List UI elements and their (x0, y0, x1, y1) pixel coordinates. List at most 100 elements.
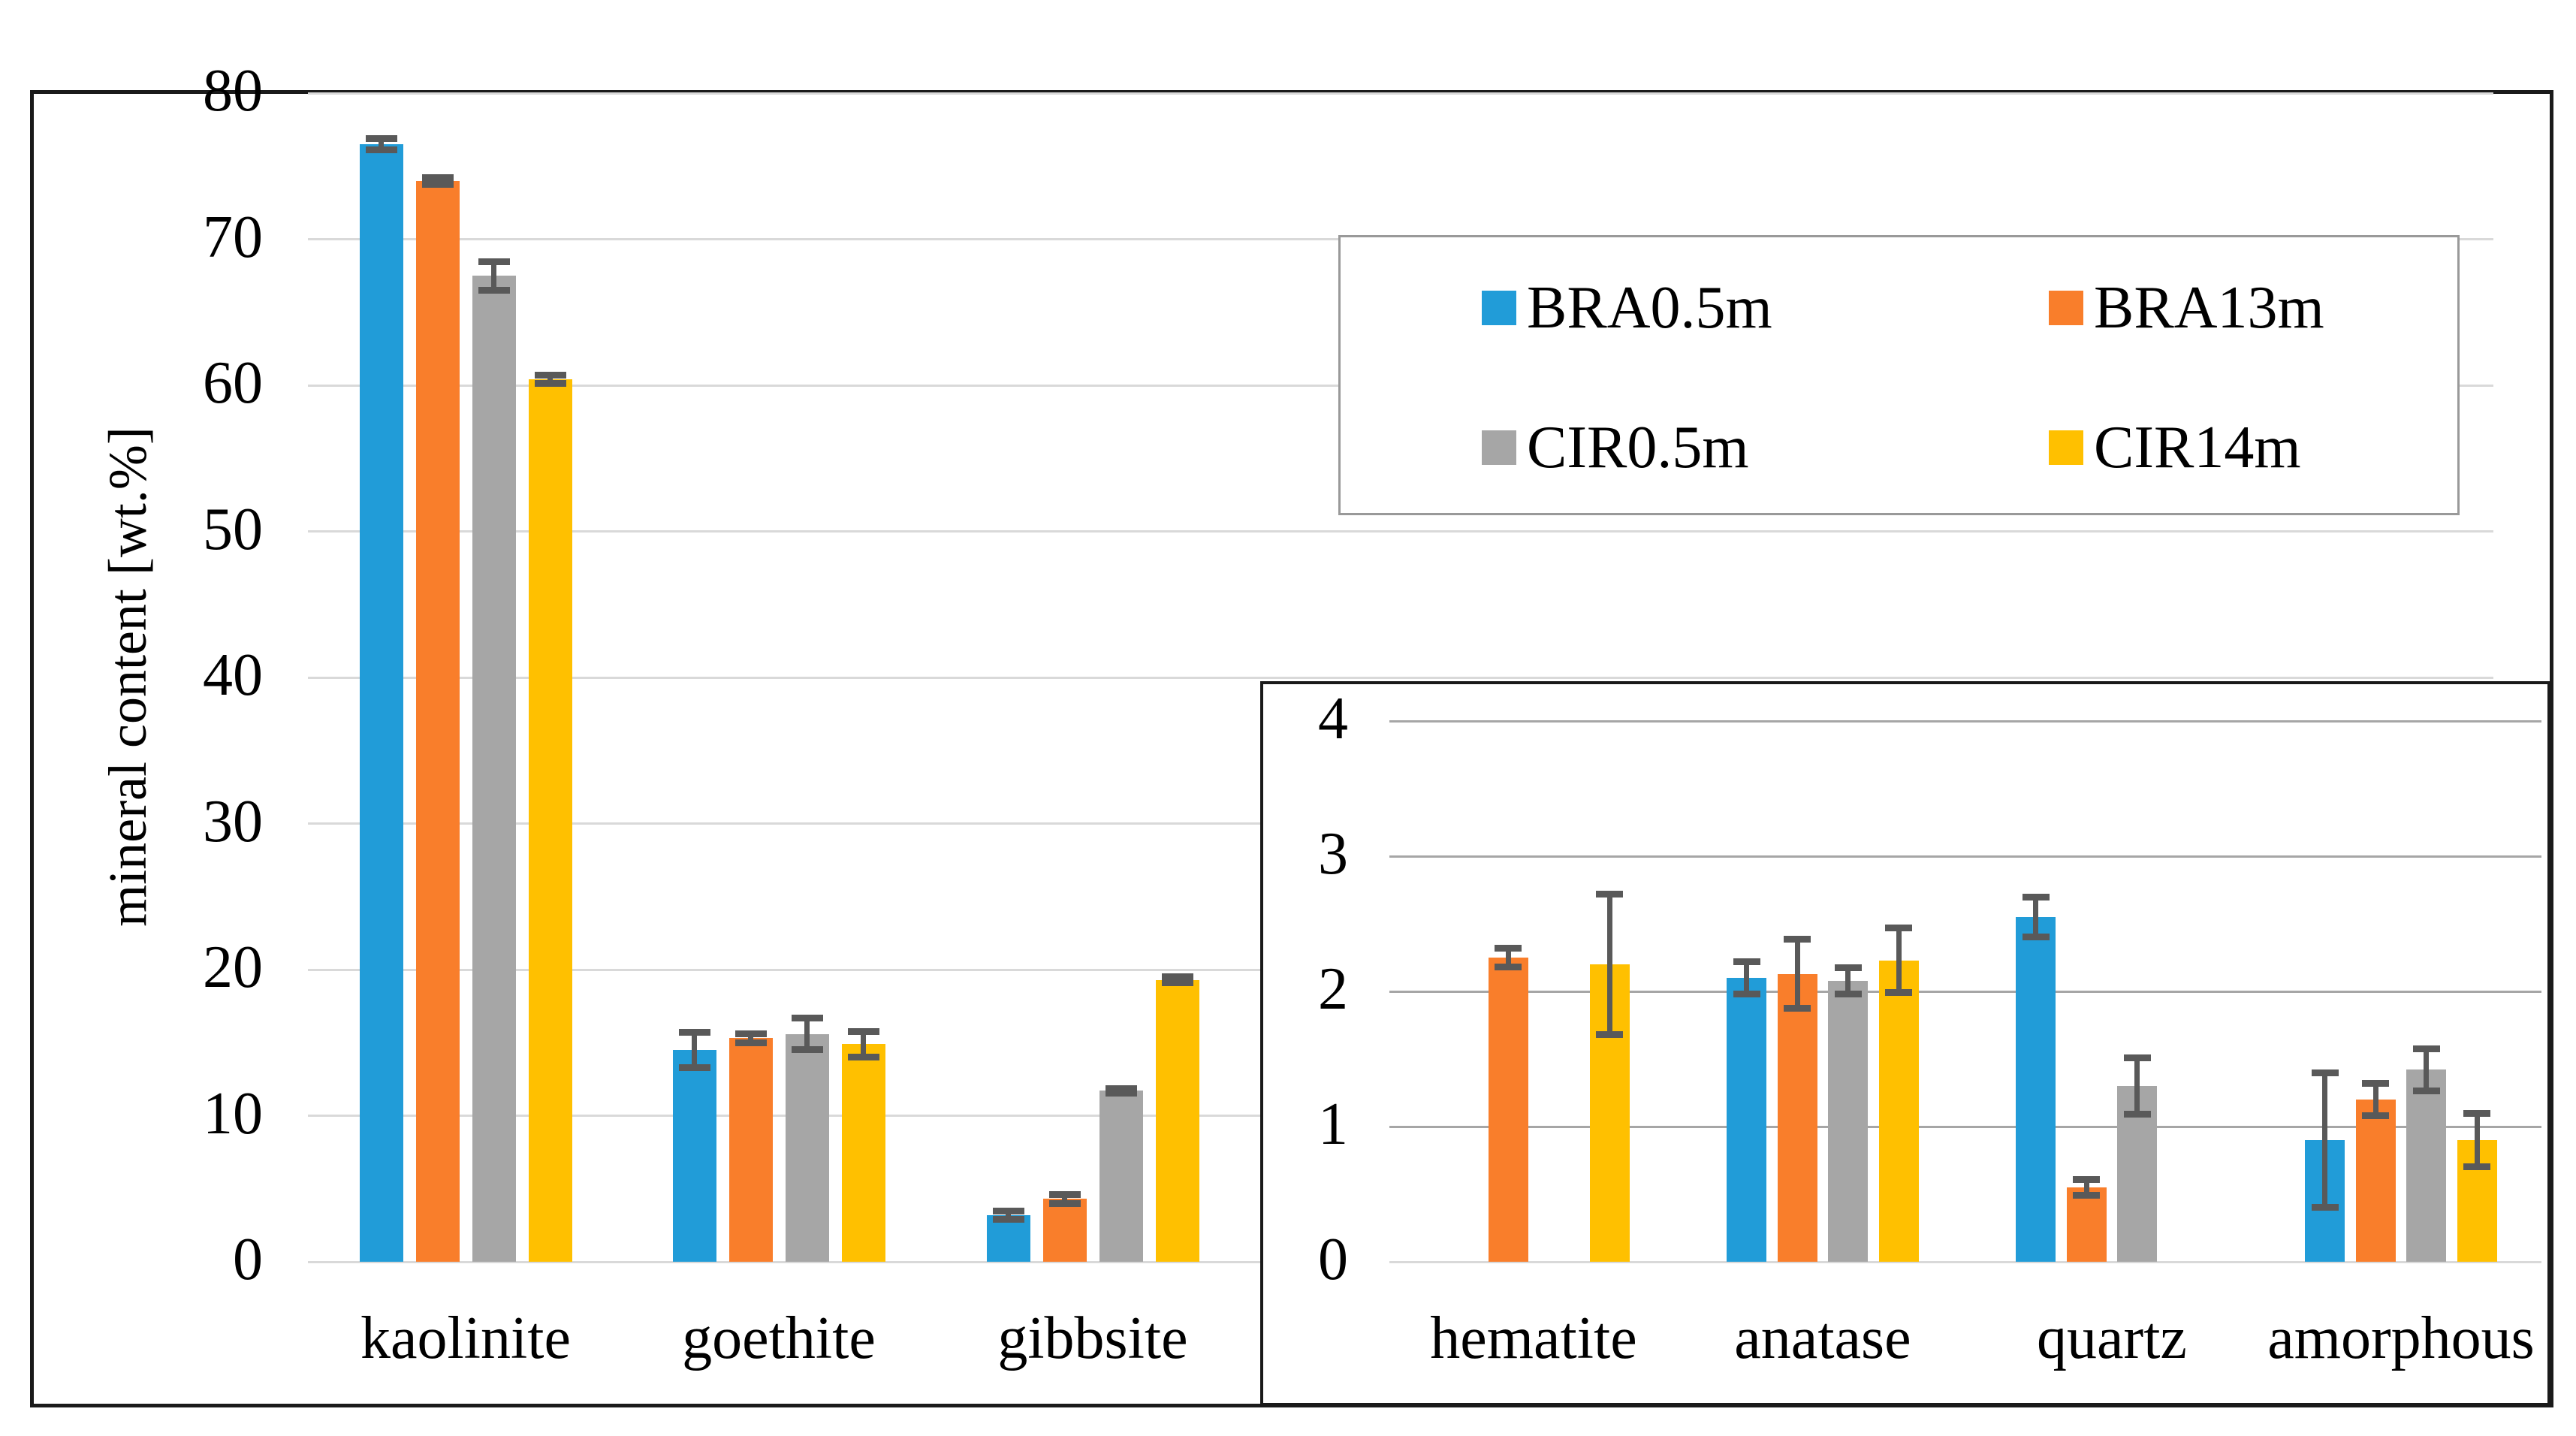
error-bar-cap-bottom (2463, 1163, 2491, 1170)
error-bar-cap-top (478, 258, 510, 265)
bar-CIR14m-kaolinite (528, 379, 572, 1262)
y-tick-label-0: 0 (1318, 1226, 1348, 1293)
gridline-y2 (1389, 990, 2541, 993)
gridline-y50 (308, 530, 2493, 532)
legend: BRA0.5m BRA13m CIR0.5m CIR14m (1338, 235, 2460, 515)
legend-swatch-CIR14m (2049, 430, 2083, 465)
error-bar-CIR0.5m-anatase (1845, 967, 1851, 994)
error-bar-cap-bottom (1733, 990, 1760, 997)
error-bar-CIR0.5m-kaolinite (491, 261, 496, 291)
bar-CIR0.5m-amorphous (2406, 1069, 2447, 1262)
error-bar-cap-top (1885, 925, 1913, 932)
legend-swatch-BRA13m (2049, 291, 2083, 325)
legend-item-CIR14m: CIR14m (2049, 418, 2301, 478)
bar-BRA13m-quartz (2066, 1187, 2107, 1262)
bar-CIR14m-goethite (841, 1044, 885, 1262)
y-tick-label-50: 50 (203, 496, 263, 563)
y-tick-label-30: 30 (203, 788, 263, 855)
error-bar-BRA0.5m-gibbsite (1006, 1210, 1011, 1220)
error-bar-cap-bottom (1161, 979, 1193, 987)
error-bar-CIR0.5m-goethite (804, 1018, 810, 1050)
y-tick-label-20: 20 (203, 934, 263, 1000)
error-bar-cap-bottom (365, 146, 397, 153)
error-bar-BRA13m-anatase (1794, 938, 1800, 1009)
error-bar-cap-bottom (791, 1045, 823, 1053)
error-bar-cap-bottom (534, 380, 566, 388)
error-bar-BRA0.5m-anatase (1744, 961, 1750, 994)
x-label-quartz: quartz (2037, 1305, 2187, 1371)
legend-swatch-CIR0.5m (1482, 430, 1516, 465)
y-tick-label-10: 10 (203, 1080, 263, 1147)
error-bar-cap-bottom (734, 1039, 767, 1047)
bar-CIR14m-gibbsite (1155, 979, 1199, 1262)
error-bar-cap-top (2022, 894, 2050, 901)
bar-BRA13m-goethite (728, 1038, 773, 1262)
gridline-y0 (1389, 1260, 2541, 1263)
gridline-y1 (1389, 1125, 2541, 1128)
y-tick-label-1: 1 (1318, 1091, 1348, 1157)
error-bar-cap-top (992, 1207, 1024, 1214)
error-bar-CIR14m-amorphous (2474, 1113, 2480, 1167)
error-bar-cap-bottom (2362, 1112, 2390, 1119)
x-label-goethite: goethite (682, 1305, 876, 1371)
x-label-gibbsite: gibbsite (997, 1305, 1188, 1371)
error-bar-cap-top (847, 1027, 879, 1035)
bar-CIR0.5m-goethite (785, 1033, 829, 1262)
bar-CIR0.5m-anatase (1828, 980, 1869, 1262)
error-bar-cap-bottom (1596, 1030, 1624, 1038)
error-bar-cap-bottom (1495, 963, 1522, 970)
x-label-kaolinite: kaolinite (360, 1305, 571, 1371)
error-bar-cap-top (1784, 935, 1811, 943)
error-bar-cap-top (2073, 1176, 2101, 1184)
y-tick-label-0: 0 (233, 1226, 263, 1293)
error-bar-cap-bottom (2311, 1204, 2339, 1211)
error-bar-cap-top (678, 1028, 710, 1036)
error-bar-cap-bottom (2123, 1110, 2151, 1118)
error-bar-CIR0.5m-amorphous (2424, 1048, 2430, 1092)
error-bar-BRA13m-amorphous (2372, 1083, 2378, 1116)
bar-BRA13m-hematite (1488, 958, 1528, 1262)
error-bar-cap-top (734, 1030, 767, 1037)
bar-BRA0.5m-goethite (672, 1049, 716, 1262)
gridline-y40 (308, 676, 2493, 679)
error-bar-cap-bottom (1784, 1005, 1811, 1012)
bar-BRA0.5m-quartz (2016, 917, 2056, 1262)
bar-CIR0.5m-kaolinite (472, 276, 516, 1262)
error-bar-BRA13m-hematite (1505, 948, 1511, 967)
error-bar-cap-bottom (2412, 1088, 2440, 1095)
error-bar-cap-bottom (478, 286, 510, 294)
error-bar-cap-top (1161, 973, 1193, 980)
error-bar-cap-bottom (421, 180, 454, 188)
y-tick-label-2: 2 (1318, 955, 1348, 1022)
error-bar-cap-top (421, 173, 454, 181)
legend-item-CIR0.5m: CIR0.5m (1482, 418, 1749, 478)
legend-swatch-BRA0.5m (1482, 291, 1516, 325)
bar-CIR0.5m-gibbsite (1099, 1091, 1143, 1262)
error-bar-cap-top (2123, 1054, 2151, 1062)
legend-label-BRA13m: BRA13m (2094, 275, 2324, 341)
y-tick-label-4: 4 (1318, 685, 1348, 752)
error-bar-cap-top (1733, 958, 1760, 966)
bar-BRA13m-amorphous (2355, 1100, 2396, 1262)
legend-label-CIR0.5m: CIR0.5m (1527, 415, 1749, 481)
error-bar-cap-top (2362, 1080, 2390, 1088)
error-bar-CIR14m-goethite (861, 1030, 866, 1057)
error-bar-cap-bottom (992, 1215, 1024, 1223)
error-bar-cap-bottom (1885, 988, 1913, 996)
error-bar-cap-bottom (1048, 1200, 1081, 1208)
error-bar-cap-top (2412, 1045, 2440, 1052)
bar-BRA0.5m-anatase (1727, 978, 1767, 1262)
error-bar-cap-top (791, 1015, 823, 1022)
legend-label-BRA0.5m: BRA0.5m (1527, 275, 1772, 341)
y-tick-label-80: 80 (203, 57, 263, 124)
gridline-y3 (1389, 855, 2541, 858)
error-bar-cap-top (534, 372, 566, 379)
bar-CIR14m-anatase (1878, 960, 1919, 1262)
error-bar-CIR14m-kaolinite (547, 375, 553, 385)
x-label-amorphous: amorphous (2267, 1305, 2535, 1371)
legend-label-CIR14m: CIR14m (2094, 415, 2301, 481)
legend-item-BRA13m: BRA13m (2049, 278, 2324, 338)
error-bar-cap-bottom (1105, 1090, 1137, 1097)
y-tick-label-60: 60 (203, 349, 263, 416)
